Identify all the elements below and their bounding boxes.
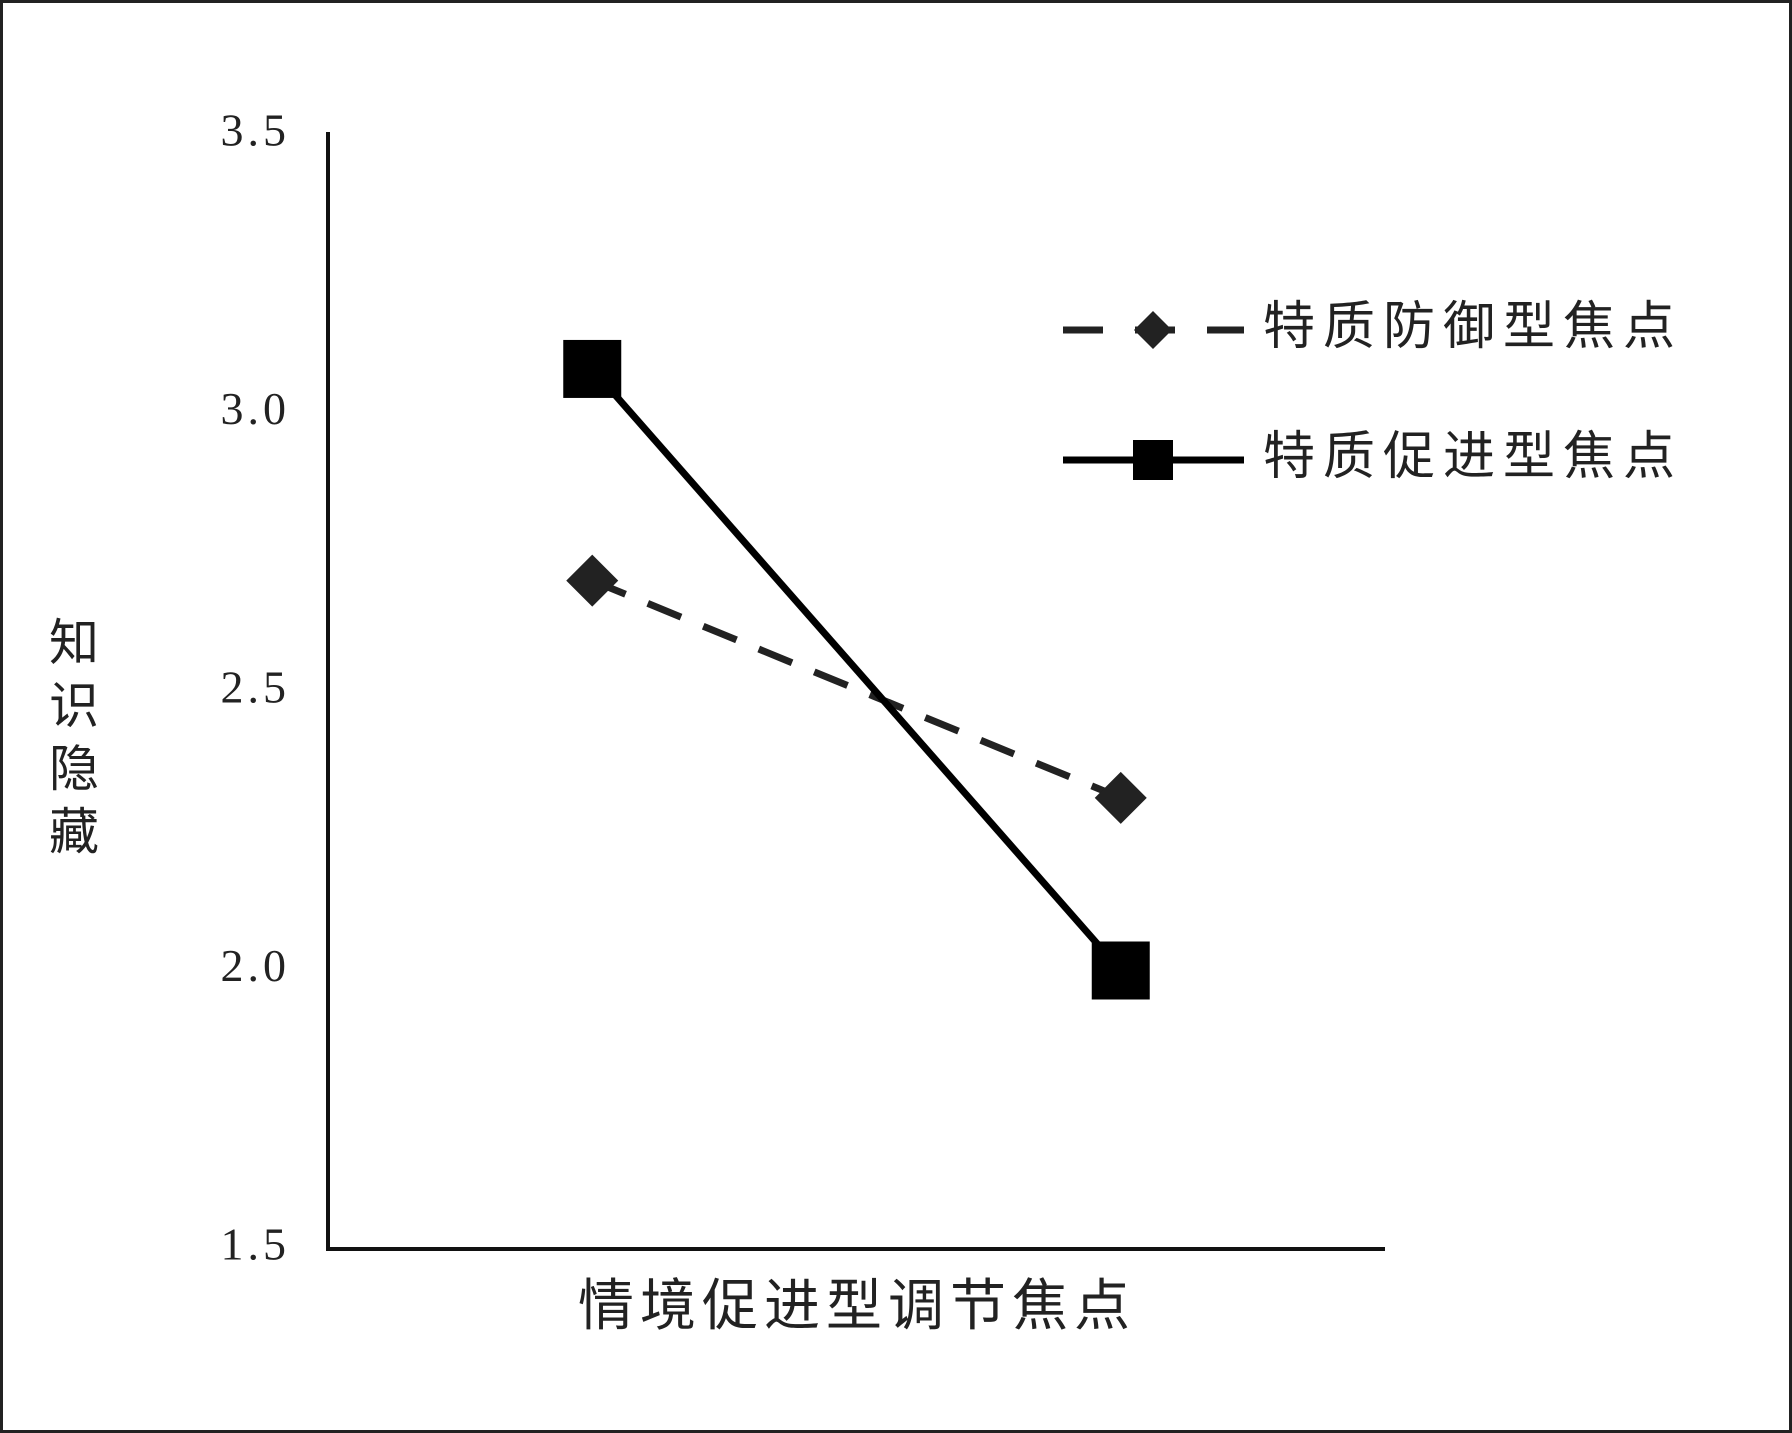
y-tick-label: 3.5 — [221, 105, 291, 156]
marker — [1091, 941, 1150, 1000]
legend-label: 特质防御型焦点 — [1263, 297, 1683, 357]
marker — [566, 554, 619, 607]
y-tick-label: 2.0 — [221, 940, 291, 991]
legend-marker — [1133, 440, 1173, 480]
legend-marker — [1134, 311, 1172, 349]
y-tick-label: 2.5 — [221, 662, 291, 713]
legend-label: 特质促进型焦点 — [1263, 427, 1683, 487]
series-line — [589, 366, 1124, 973]
y-tick-label: 1.5 — [221, 1219, 291, 1270]
marker — [563, 339, 622, 398]
y-tick-label: 3.0 — [221, 383, 291, 434]
marker — [1094, 771, 1147, 824]
y-axis-label: 知识隐藏 — [49, 614, 99, 861]
x-axis-label: 情境促进型调节焦点 — [578, 1274, 1136, 1339]
series-line — [590, 577, 1123, 802]
